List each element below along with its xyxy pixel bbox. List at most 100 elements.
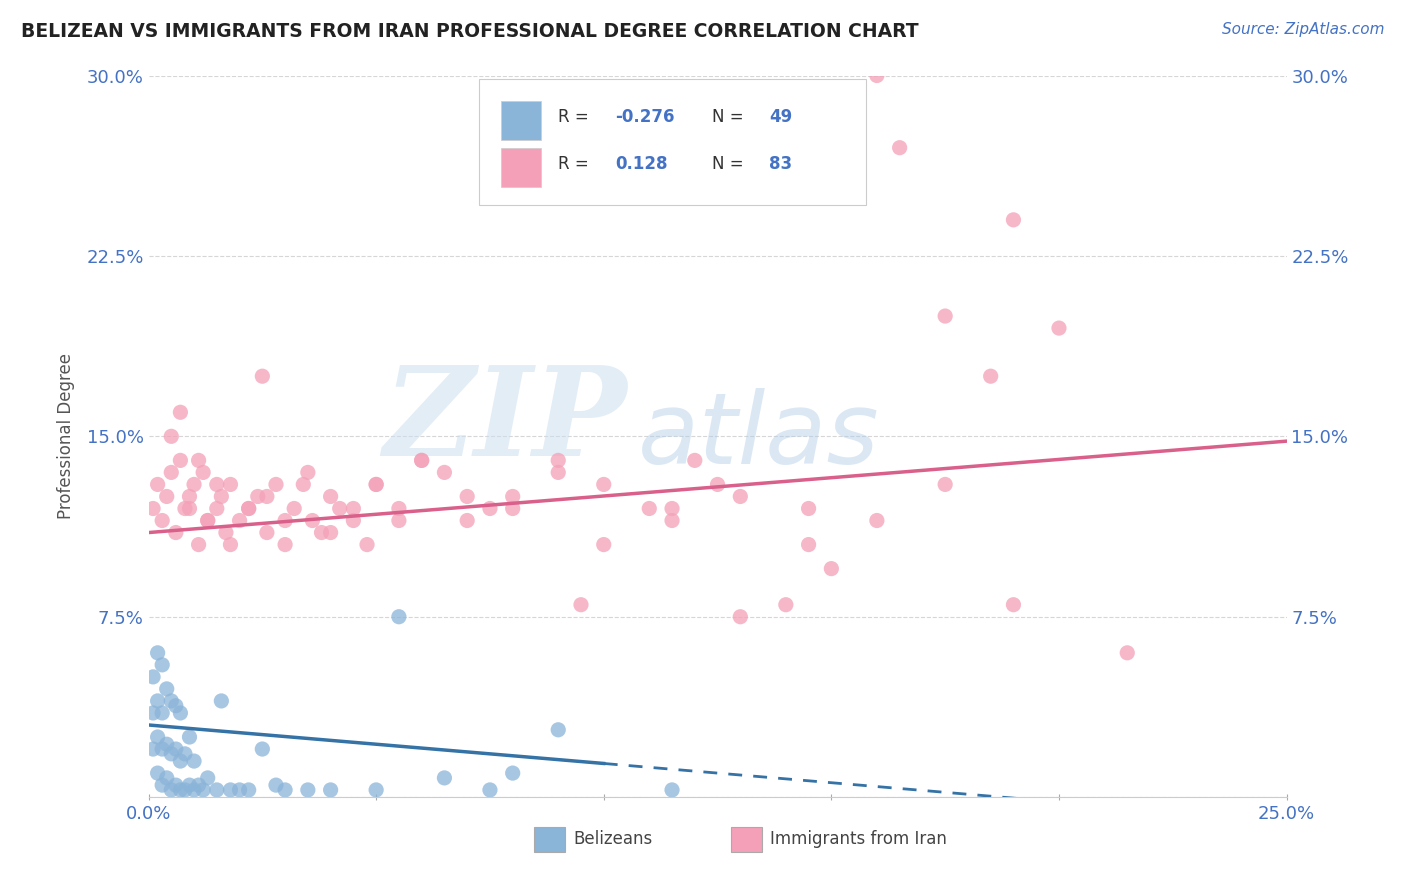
Point bbox=[661, 514, 683, 528]
Point bbox=[187, 538, 209, 552]
Point bbox=[160, 429, 183, 443]
Point bbox=[160, 747, 183, 761]
Point bbox=[366, 783, 388, 797]
Text: 83: 83 bbox=[769, 154, 792, 172]
Point bbox=[219, 477, 242, 491]
Text: ZIP: ZIP bbox=[382, 361, 627, 483]
Point bbox=[297, 466, 319, 480]
Text: Source: ZipAtlas.com: Source: ZipAtlas.com bbox=[1222, 22, 1385, 37]
Point bbox=[146, 477, 169, 491]
Point bbox=[889, 141, 911, 155]
Point bbox=[592, 538, 614, 552]
FancyBboxPatch shape bbox=[478, 79, 866, 205]
Point bbox=[820, 561, 842, 575]
Point bbox=[356, 538, 378, 552]
Point bbox=[150, 778, 173, 792]
Text: 49: 49 bbox=[769, 108, 792, 126]
Point bbox=[179, 501, 201, 516]
Point bbox=[183, 783, 205, 797]
Point bbox=[187, 778, 209, 792]
Point bbox=[1002, 598, 1025, 612]
Text: N =: N = bbox=[711, 108, 749, 126]
Point bbox=[246, 490, 269, 504]
Point bbox=[219, 538, 242, 552]
Point bbox=[411, 453, 433, 467]
Point bbox=[165, 698, 187, 713]
Point bbox=[252, 369, 274, 384]
Point bbox=[238, 783, 260, 797]
Point bbox=[174, 501, 197, 516]
Point bbox=[205, 477, 228, 491]
Point bbox=[179, 730, 201, 744]
Point bbox=[502, 501, 524, 516]
Text: N =: N = bbox=[711, 154, 749, 172]
Point bbox=[264, 477, 287, 491]
Point bbox=[165, 525, 187, 540]
Point bbox=[456, 514, 478, 528]
Point bbox=[366, 477, 388, 491]
Point bbox=[146, 730, 169, 744]
Point bbox=[730, 490, 752, 504]
Point bbox=[775, 598, 797, 612]
Point bbox=[980, 369, 1002, 384]
Point bbox=[215, 525, 238, 540]
Point bbox=[502, 766, 524, 780]
Point bbox=[169, 754, 191, 768]
Point bbox=[706, 477, 728, 491]
Point bbox=[283, 501, 305, 516]
Text: Belizeans: Belizeans bbox=[574, 830, 652, 848]
Point bbox=[142, 706, 165, 720]
Point bbox=[197, 514, 219, 528]
FancyBboxPatch shape bbox=[502, 101, 541, 140]
Point bbox=[169, 706, 191, 720]
Point bbox=[319, 490, 342, 504]
Point bbox=[638, 501, 661, 516]
Point bbox=[256, 525, 278, 540]
Point bbox=[252, 742, 274, 756]
Point bbox=[342, 501, 364, 516]
Point bbox=[142, 742, 165, 756]
Point bbox=[301, 514, 323, 528]
Point bbox=[502, 490, 524, 504]
Point bbox=[238, 501, 260, 516]
Point bbox=[187, 453, 209, 467]
Point bbox=[228, 783, 250, 797]
Point bbox=[165, 742, 187, 756]
Text: R =: R = bbox=[558, 108, 595, 126]
Point bbox=[179, 778, 201, 792]
Point bbox=[160, 783, 183, 797]
Point bbox=[146, 694, 169, 708]
Point bbox=[156, 771, 179, 785]
Point bbox=[179, 490, 201, 504]
Point bbox=[146, 646, 169, 660]
Point bbox=[661, 783, 683, 797]
Point bbox=[411, 453, 433, 467]
Point bbox=[866, 69, 889, 83]
Y-axis label: Professional Degree: Professional Degree bbox=[58, 353, 75, 519]
Point bbox=[209, 490, 232, 504]
Point bbox=[142, 670, 165, 684]
Point bbox=[174, 747, 197, 761]
Point bbox=[150, 706, 173, 720]
Point bbox=[150, 514, 173, 528]
Point bbox=[319, 783, 342, 797]
Point bbox=[547, 723, 569, 737]
Point bbox=[146, 766, 169, 780]
Point bbox=[160, 694, 183, 708]
Point bbox=[274, 783, 297, 797]
Point bbox=[433, 466, 456, 480]
Point bbox=[183, 754, 205, 768]
Point bbox=[547, 466, 569, 480]
Point bbox=[547, 453, 569, 467]
Point bbox=[238, 501, 260, 516]
Point bbox=[342, 514, 364, 528]
Point bbox=[797, 538, 820, 552]
Text: atlas: atlas bbox=[638, 388, 880, 485]
Text: R =: R = bbox=[558, 154, 595, 172]
Point bbox=[329, 501, 352, 516]
Text: BELIZEAN VS IMMIGRANTS FROM IRAN PROFESSIONAL DEGREE CORRELATION CHART: BELIZEAN VS IMMIGRANTS FROM IRAN PROFESS… bbox=[21, 22, 918, 41]
Point bbox=[165, 778, 187, 792]
Point bbox=[205, 783, 228, 797]
Point bbox=[934, 477, 956, 491]
Point bbox=[256, 490, 278, 504]
